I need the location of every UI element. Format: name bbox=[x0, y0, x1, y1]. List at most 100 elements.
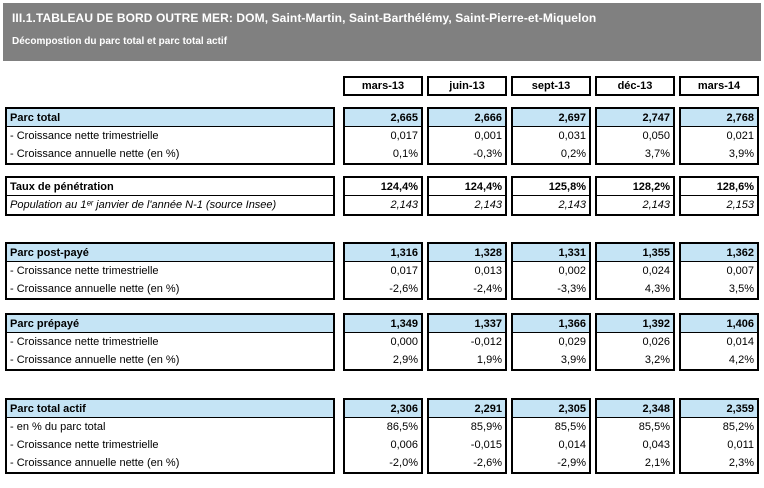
value-cell: 0,2% bbox=[560, 148, 586, 160]
row-label: Parc total actif bbox=[7, 400, 333, 418]
value-cell: 2,747 bbox=[597, 109, 673, 127]
value-cell: 4,2% bbox=[728, 354, 754, 366]
table-block-parc-total-actif: Parc total actif - en % du parc total - Cr… bbox=[5, 398, 764, 474]
value-cell: 128,2% bbox=[597, 178, 673, 196]
value-cell: 0,013 bbox=[474, 265, 502, 277]
value-cell: 0,050 bbox=[642, 130, 670, 142]
page-title: III.1.TABLEAU DE BORD OUTRE MER: DOM, Sa… bbox=[12, 11, 597, 25]
value-cell: 1,355 bbox=[597, 244, 673, 262]
value-column: 128,2% 2,143 bbox=[595, 176, 675, 216]
value-cell: 2,665 bbox=[345, 109, 421, 127]
value-cell: 2,3% bbox=[728, 457, 754, 469]
value-cell: 0,014 bbox=[726, 336, 754, 348]
value-cell: 128,6% bbox=[681, 178, 757, 196]
value-cell: 3,9% bbox=[728, 148, 754, 160]
value-column: 1,316 0,017 -2,6% bbox=[343, 242, 423, 300]
label-column: Taux de pénétration Population au 1ᵉʳ jan… bbox=[5, 176, 335, 216]
value-cell: 2,305 bbox=[513, 400, 589, 418]
value-cell: 85,2% bbox=[722, 421, 754, 433]
value-cell: 1,362 bbox=[681, 244, 757, 262]
value-column: 1,328 0,013 -2,4% bbox=[427, 242, 507, 300]
value-cell: -2,4% bbox=[473, 283, 502, 295]
value-cell: 124,4% bbox=[345, 178, 421, 196]
value-cell: 1,337 bbox=[429, 315, 505, 333]
value-cell: 1,331 bbox=[513, 244, 589, 262]
row-label: - Croissance annuelle nette (en %) bbox=[10, 354, 180, 366]
value-column: 124,4% 2,143 bbox=[343, 176, 423, 216]
value-cell: 0,017 bbox=[390, 265, 418, 277]
value-cell: 1,406 bbox=[681, 315, 757, 333]
value-cell: -2,6% bbox=[473, 457, 502, 469]
value-cell: 3,7% bbox=[644, 148, 670, 160]
label-column: Parc post-payé - Croissance nette trimest… bbox=[5, 242, 335, 300]
row-label: - Croissance annuelle nette (en %) bbox=[10, 457, 180, 469]
column-header-row: mars-13 juin-13 sept-13 déc-13 mars-14 bbox=[343, 76, 764, 96]
column-header: déc-13 bbox=[595, 76, 675, 96]
value-cell: 1,9% bbox=[476, 354, 502, 366]
value-cell: -0,012 bbox=[470, 336, 502, 348]
value-cell: 2,143 bbox=[558, 199, 586, 211]
value-cell: 0,026 bbox=[642, 336, 670, 348]
value-column: 2,665 0,017 0,1% bbox=[343, 107, 423, 165]
value-cell: -2,0% bbox=[389, 457, 418, 469]
value-cell: 3,2% bbox=[644, 354, 670, 366]
row-label: - Croissance annuelle nette (en %) bbox=[10, 148, 180, 160]
row-label: - Croissance nette trimestrielle bbox=[10, 265, 159, 277]
label-column: Parc total actif - en % du parc total - Cr… bbox=[5, 398, 335, 474]
value-cell: 2,306 bbox=[345, 400, 421, 418]
value-cell: 0,000 bbox=[390, 336, 418, 348]
table-block-parc-total: Parc total - Croissance nette trimestriel… bbox=[5, 107, 764, 165]
value-cell: 1,392 bbox=[597, 315, 673, 333]
value-cell: 0,001 bbox=[474, 130, 502, 142]
value-cell: 2,153 bbox=[726, 199, 754, 211]
value-cell: 2,348 bbox=[597, 400, 673, 418]
value-column: 128,6% 2,153 bbox=[679, 176, 759, 216]
row-label: Population au 1ᵉʳ janvier de l'année N-1… bbox=[10, 199, 277, 211]
page-subtitle: Décompostion du parc total et parc total… bbox=[12, 36, 228, 47]
column-header: juin-13 bbox=[427, 76, 507, 96]
value-column: 1,366 0,029 3,9% bbox=[511, 313, 591, 371]
value-cell: 0,021 bbox=[726, 130, 754, 142]
column-header: mars-14 bbox=[679, 76, 759, 96]
row-label: - Croissance nette trimestrielle bbox=[10, 439, 159, 451]
value-cell: 2,359 bbox=[681, 400, 757, 418]
value-cell: -3,3% bbox=[557, 283, 586, 295]
value-cell: 1,316 bbox=[345, 244, 421, 262]
value-cell: 2,143 bbox=[474, 199, 502, 211]
value-column: 2,747 0,050 3,7% bbox=[595, 107, 675, 165]
value-column: 1,349 0,000 2,9% bbox=[343, 313, 423, 371]
value-cell: 0,011 bbox=[727, 439, 754, 451]
value-cell: 0,006 bbox=[390, 439, 418, 451]
value-column: 1,392 0,026 3,2% bbox=[595, 313, 675, 371]
value-cell: 0,017 bbox=[390, 130, 418, 142]
table-block-parc-post-paye: Parc post-payé - Croissance nette trimest… bbox=[5, 242, 764, 300]
row-label: Parc prépayé bbox=[7, 315, 333, 333]
value-column: 1,406 0,014 4,2% bbox=[679, 313, 759, 371]
label-column: Parc prépayé - Croissance nette trimestri… bbox=[5, 313, 335, 371]
column-header: sept-13 bbox=[511, 76, 591, 96]
value-cell: -0,015 bbox=[470, 439, 502, 451]
row-label: - Croissance nette trimestrielle bbox=[10, 130, 159, 142]
value-cell: 2,1% bbox=[644, 457, 670, 469]
value-column: 1,337 -0,012 1,9% bbox=[427, 313, 507, 371]
value-cell: 0,024 bbox=[642, 265, 670, 277]
value-column: 1,331 0,002 -3,3% bbox=[511, 242, 591, 300]
row-label: - Croissance annuelle nette (en %) bbox=[10, 283, 180, 295]
table-block-parc-prepaye: Parc prépayé - Croissance nette trimestri… bbox=[5, 313, 764, 371]
value-column: 1,355 0,024 4,3% bbox=[595, 242, 675, 300]
value-column: 2,306 86,5% 0,006 -2,0% bbox=[343, 398, 423, 474]
value-column: 2,768 0,021 3,9% bbox=[679, 107, 759, 165]
value-cell: -2,9% bbox=[557, 457, 586, 469]
value-column: 2,291 85,9% -0,015 -2,6% bbox=[427, 398, 507, 474]
value-column: 2,666 0,001 -0,3% bbox=[427, 107, 507, 165]
header-band: III.1.TABLEAU DE BORD OUTRE MER: DOM, Sa… bbox=[3, 3, 761, 61]
value-column: 2,697 0,031 0,2% bbox=[511, 107, 591, 165]
value-column: 2,348 85,5% 0,043 2,1% bbox=[595, 398, 675, 474]
value-cell: 0,007 bbox=[726, 265, 754, 277]
value-cell: 86,5% bbox=[386, 421, 418, 433]
table-block-taux-de-penetration: Taux de pénétration Population au 1ᵉʳ jan… bbox=[5, 176, 764, 216]
value-cell: 2,9% bbox=[392, 354, 418, 366]
value-cell: 0,1% bbox=[392, 148, 418, 160]
value-column: 2,359 85,2% 0,011 2,3% bbox=[679, 398, 759, 474]
label-column: Parc total - Croissance nette trimestriel… bbox=[5, 107, 335, 165]
